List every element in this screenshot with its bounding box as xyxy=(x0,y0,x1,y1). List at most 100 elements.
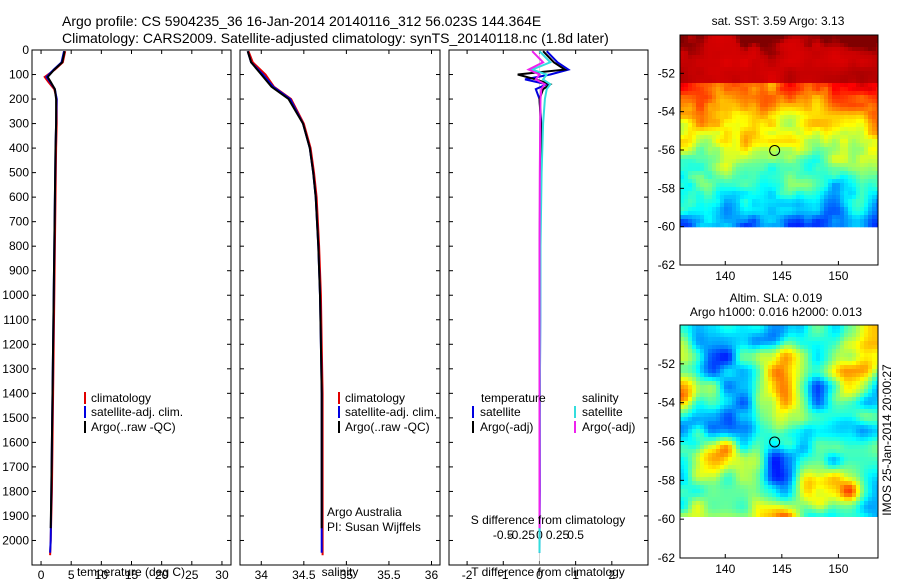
map-cell xyxy=(788,211,793,216)
map-cell xyxy=(844,203,849,208)
map-cell xyxy=(700,75,705,80)
map-cell xyxy=(696,489,701,494)
map-cell xyxy=(852,457,857,462)
map-cell xyxy=(852,409,857,414)
map-cell xyxy=(792,179,797,184)
map-cell xyxy=(860,63,865,68)
map-cell xyxy=(744,103,749,108)
map-cell xyxy=(760,55,765,60)
map-cell xyxy=(824,203,829,208)
map-cell xyxy=(808,195,813,200)
map-cell xyxy=(744,91,749,96)
map-cell xyxy=(680,409,685,414)
map-cell xyxy=(804,493,809,498)
map-cell xyxy=(804,187,809,192)
map-cell xyxy=(680,433,685,438)
map-cell xyxy=(860,393,865,398)
map-cell xyxy=(816,139,821,144)
map-cell xyxy=(692,211,697,216)
map-cell xyxy=(776,95,781,100)
map-cell xyxy=(760,159,765,164)
map-cell xyxy=(772,505,777,510)
map-cell xyxy=(876,505,878,510)
map-cell xyxy=(804,405,809,410)
salinity-plot: 34 34.5 35 35.5 36 xyxy=(240,49,440,580)
map-cell xyxy=(732,401,737,406)
map-cell xyxy=(872,143,877,148)
map-cell xyxy=(788,393,793,398)
map-cell xyxy=(836,95,841,100)
map-cell xyxy=(756,43,761,48)
map-cell xyxy=(776,195,781,200)
map-cell xyxy=(816,393,821,398)
map-cell xyxy=(732,365,737,370)
map-cell xyxy=(792,35,797,40)
map-cell xyxy=(876,103,878,108)
map-cell xyxy=(816,123,821,128)
map-cell xyxy=(752,47,757,52)
map-cell xyxy=(796,127,801,132)
map-cell xyxy=(860,453,865,458)
map-cell xyxy=(704,199,709,204)
map-cell xyxy=(720,369,725,374)
map-cell xyxy=(784,87,789,92)
map-cell xyxy=(852,83,857,88)
map-cell xyxy=(824,381,829,386)
map-cell xyxy=(780,67,785,72)
map-cell xyxy=(732,43,737,48)
map-cell xyxy=(748,405,753,410)
map-cell xyxy=(848,115,853,120)
map-cell xyxy=(756,51,761,56)
map-cell xyxy=(696,481,701,486)
map-cell xyxy=(756,35,761,40)
map-cell xyxy=(696,99,701,104)
map-cell xyxy=(776,215,781,220)
map-cell xyxy=(804,489,809,494)
map-cell xyxy=(872,215,877,220)
map-cell xyxy=(688,183,693,188)
map-cell xyxy=(816,183,821,188)
map-cell xyxy=(856,59,861,64)
map-cell xyxy=(796,365,801,370)
map-cell xyxy=(736,35,741,40)
map-cell xyxy=(756,159,761,164)
map-cell xyxy=(760,489,765,494)
map-cell xyxy=(868,333,873,338)
map-cell xyxy=(720,119,725,124)
map-cell xyxy=(860,175,865,180)
map-cell xyxy=(812,409,817,414)
map-cell xyxy=(852,47,857,52)
map-cell xyxy=(740,167,745,172)
map-cell xyxy=(748,183,753,188)
map-cell xyxy=(744,405,749,410)
map-cell xyxy=(768,115,773,120)
map-cell xyxy=(764,433,769,438)
map-cell xyxy=(752,337,757,342)
map-cell xyxy=(704,51,709,56)
map-cell xyxy=(680,389,685,394)
map-cell xyxy=(760,39,765,44)
map-cell xyxy=(808,131,813,136)
map-cell xyxy=(712,365,717,370)
map-cell xyxy=(704,381,709,386)
map-cell xyxy=(784,123,789,128)
map-cell xyxy=(828,207,833,212)
map-cell xyxy=(844,437,849,442)
map-cell xyxy=(780,361,785,366)
map-cell xyxy=(780,167,785,172)
map-cell xyxy=(832,485,837,490)
map-cell xyxy=(680,183,685,188)
map-cell xyxy=(748,139,753,144)
map-cell xyxy=(800,385,805,390)
map-cell xyxy=(872,147,877,152)
map-cell xyxy=(740,501,745,506)
map-cell xyxy=(700,341,705,346)
map-cell xyxy=(864,119,869,124)
map-cell xyxy=(752,441,757,446)
map-cell xyxy=(828,135,833,140)
map-cell xyxy=(856,425,861,430)
map-cell xyxy=(688,369,693,374)
map-cell xyxy=(748,151,753,156)
map-cell xyxy=(680,199,685,204)
map-cell xyxy=(708,67,713,72)
